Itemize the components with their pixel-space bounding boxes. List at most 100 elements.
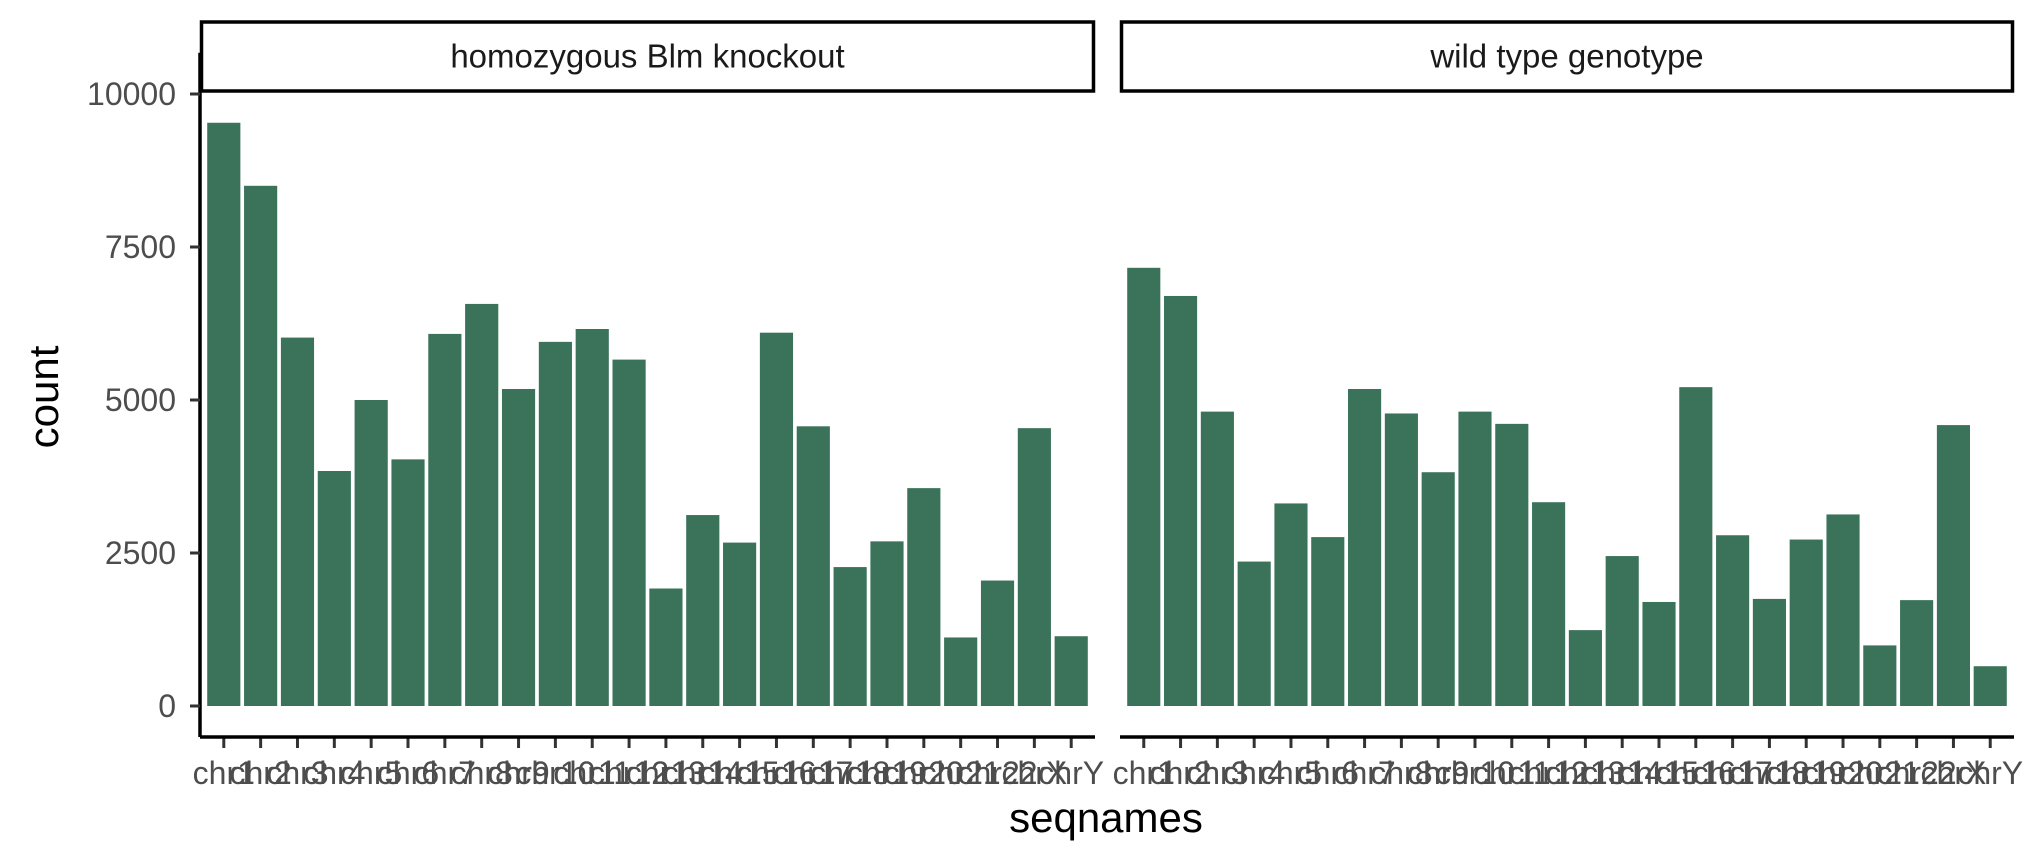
bar <box>1127 267 1161 706</box>
bar <box>207 122 241 707</box>
bar <box>1973 666 2007 706</box>
x-tick-label: chr22 <box>957 755 1037 791</box>
x-tick-label: chr17 <box>1693 755 1773 791</box>
bar <box>1017 428 1051 706</box>
bar <box>1642 601 1676 706</box>
bar <box>944 637 978 706</box>
bar <box>649 588 683 706</box>
x-tick-label: chr12 <box>589 755 669 791</box>
bar <box>428 333 462 706</box>
x-tick-label: chr19 <box>1766 755 1846 791</box>
bar <box>244 185 278 707</box>
x-tick-label: chr16 <box>1656 755 1736 791</box>
bar <box>1716 535 1750 706</box>
bar <box>1568 630 1602 706</box>
x-tick-label: chr20 <box>1803 755 1883 791</box>
bar <box>1679 387 1713 706</box>
bar <box>1495 423 1529 706</box>
x-tick-label: chr18 <box>1729 755 1809 791</box>
x-tick-label: chr11 <box>1473 755 1551 791</box>
x-tick-label: chr1 <box>1113 755 1175 791</box>
bar <box>1421 472 1455 706</box>
x-tick-label: chr15 <box>1619 755 1699 791</box>
bar <box>1936 425 1970 706</box>
x-tick-label: chr13 <box>1545 755 1625 791</box>
bar <box>1458 411 1492 706</box>
x-tick-label: chr9 <box>1407 755 1469 791</box>
x-tick-label: chr8 <box>451 755 513 791</box>
bar <box>723 542 757 706</box>
bar <box>1826 514 1860 706</box>
bar <box>1237 561 1271 706</box>
bar <box>1532 502 1566 706</box>
x-tick-label: chr1 <box>193 755 255 791</box>
bar <box>317 470 351 706</box>
y-tick-label: 7500 <box>105 229 176 265</box>
bar <box>575 329 609 706</box>
bar <box>1200 411 1234 706</box>
y-tick-label: 2500 <box>105 535 176 571</box>
bar <box>759 332 794 706</box>
y-tick-label: 5000 <box>105 382 176 418</box>
bar <box>833 567 867 706</box>
bar <box>465 303 499 706</box>
x-tick-label: chr4 <box>1223 755 1285 791</box>
x-tick-label: chr8 <box>1370 755 1432 791</box>
bar <box>501 388 536 706</box>
x-tick-label: chr18 <box>810 755 890 791</box>
x-tick-label: chrY <box>1957 755 2023 791</box>
bar <box>1311 537 1345 706</box>
bar <box>686 515 720 706</box>
x-tick-label: chr5 <box>340 755 402 791</box>
x-tick-label: chr21 <box>921 755 1001 791</box>
bar <box>612 359 646 706</box>
facet-strip <box>1119 20 2015 93</box>
x-tick-label: chr7 <box>1333 755 1395 791</box>
facet-strip <box>199 20 1096 93</box>
bar <box>796 426 830 706</box>
x-tick-label: chr6 <box>1297 755 1359 791</box>
x-tick-label: chr5 <box>1260 755 1322 791</box>
y-axis: 0 2500 5000 7500 10000 <box>87 52 202 737</box>
x-axis-title: seqnames <box>1009 794 1203 841</box>
x-tick-label: chr3 <box>1186 755 1248 791</box>
facet-panel: homozygous Blm knockoutchr1chr2chr3chr4c… <box>193 20 1104 791</box>
bar <box>1789 539 1823 706</box>
x-tick-label: chr10 <box>1435 755 1515 791</box>
x-tick-label: chr19 <box>847 755 927 791</box>
x-tick-label: chr15 <box>700 755 780 791</box>
x-tick-label: chr11 <box>553 755 631 791</box>
x-tick-label: chr13 <box>626 755 706 791</box>
bar <box>391 459 425 706</box>
x-tick-label: chrX <box>1001 755 1067 791</box>
facet-panel: wild type genotypechr1chr2chr3chr4chr5ch… <box>1113 20 2023 791</box>
x-tick-label: chrY <box>1038 755 1104 791</box>
bar <box>1164 295 1198 706</box>
bar <box>280 337 315 706</box>
x-tick-label: chr22 <box>1877 755 1957 791</box>
x-tick-label: chr3 <box>266 755 328 791</box>
y-axis-title: count <box>20 345 67 448</box>
bar <box>354 400 388 706</box>
x-tick-label: chr17 <box>773 755 853 791</box>
bar <box>980 580 1015 706</box>
bar <box>1274 503 1308 706</box>
bar <box>1863 645 1897 706</box>
x-tick-label: chr10 <box>515 755 595 791</box>
y-tick-label: 10000 <box>87 76 176 112</box>
x-tick-label: chr4 <box>303 755 365 791</box>
bar <box>1054 636 1088 706</box>
x-tick-label: chr7 <box>414 755 476 791</box>
x-tick-label: chr20 <box>884 755 964 791</box>
bar <box>1384 413 1418 706</box>
bar <box>1900 600 1934 706</box>
facet-strip-label: homozygous Blm knockout <box>450 38 844 75</box>
x-tick-label: chr21 <box>1840 755 1920 791</box>
x-tick-label: chr14 <box>663 755 743 791</box>
x-tick-label: chr6 <box>377 755 439 791</box>
x-tick-label: chr16 <box>736 755 816 791</box>
x-tick-label: chr9 <box>487 755 549 791</box>
bar <box>1605 556 1639 706</box>
x-tick-label: chr12 <box>1509 755 1589 791</box>
